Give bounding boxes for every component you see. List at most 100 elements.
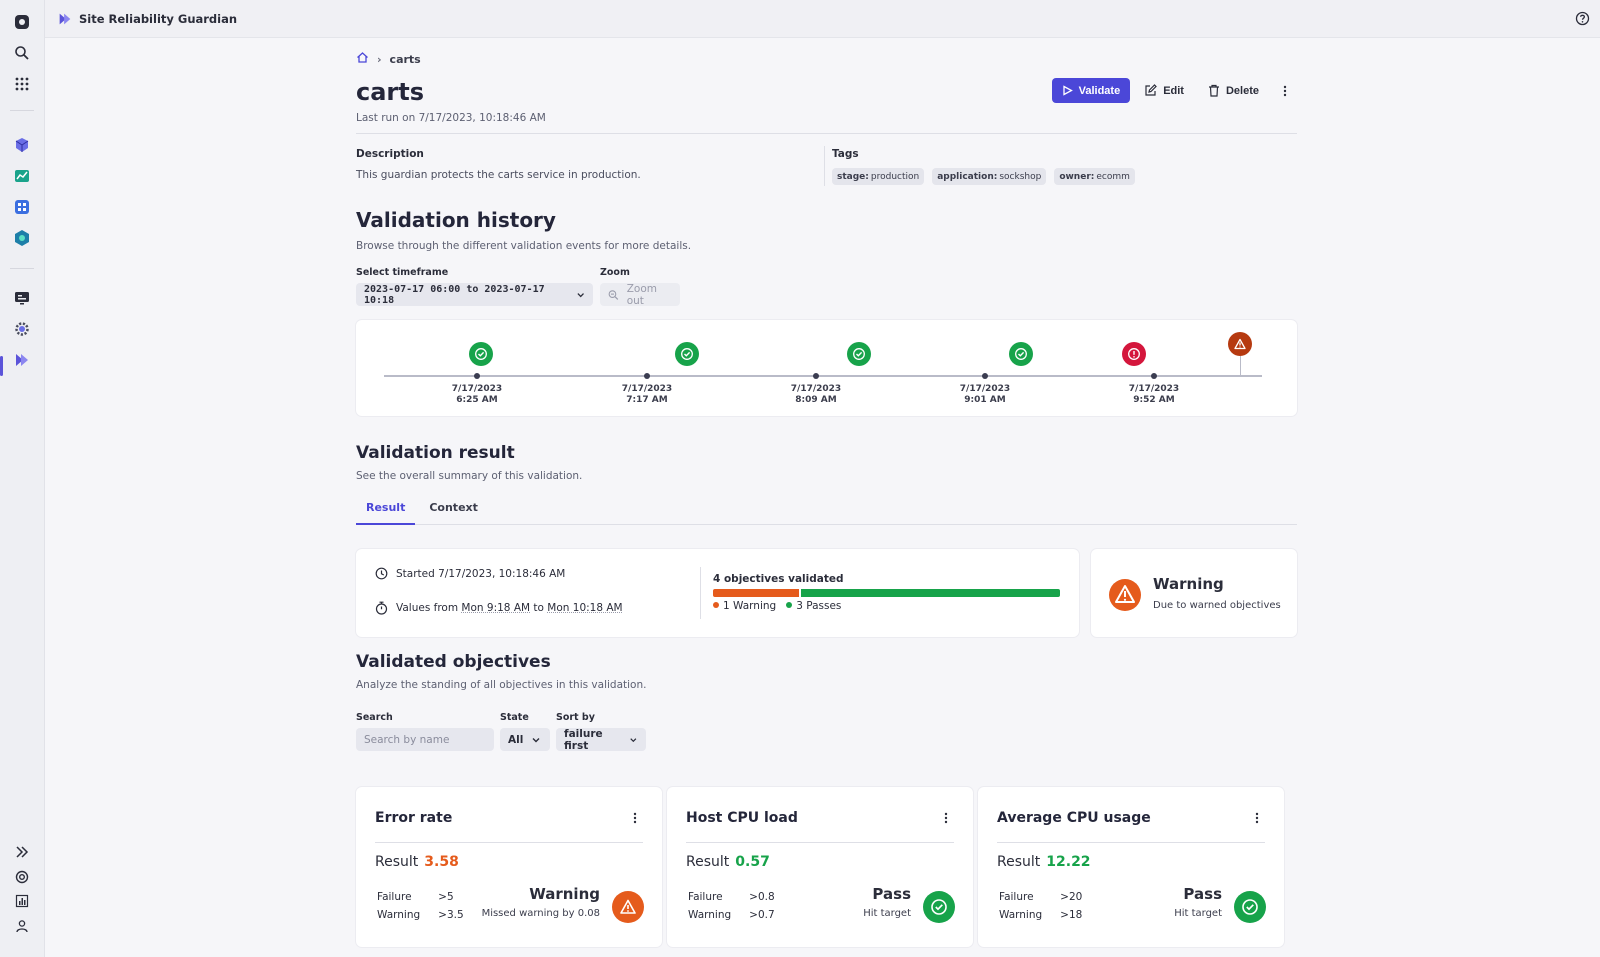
left-rail: [0, 0, 45, 957]
zoom-out-button[interactable]: Zoom out: [600, 283, 680, 307]
objective-thresholds: Failure >0.8 Warning >0.7: [686, 887, 793, 925]
objective-more-icon[interactable]: [938, 809, 954, 827]
support-lifebuoy-icon[interactable]: [11, 866, 33, 888]
validate-button[interactable]: Validate: [1051, 78, 1131, 103]
state-subtitle: Hit target: [1174, 908, 1222, 919]
cube-app-icon[interactable]: [11, 134, 33, 156]
rail-divider: [10, 110, 34, 111]
edit-icon: [1145, 84, 1158, 96]
state-label: State: [500, 712, 529, 723]
delete-button[interactable]: Delete: [1198, 78, 1269, 103]
timeline-time: 8:09 AM: [795, 395, 837, 405]
objective-result: Result 12.22: [997, 854, 1091, 870]
objective-divider: [997, 842, 1265, 843]
tab-context[interactable]: Context: [429, 501, 478, 514]
timeline-pass-icon[interactable]: [847, 342, 871, 366]
trash-icon: [1208, 84, 1219, 97]
stopwatch-icon: [375, 601, 388, 615]
search-icon[interactable]: [11, 42, 33, 64]
tags-label: Tags: [832, 148, 859, 160]
page-actions: Validate Edit Delete: [1051, 78, 1297, 103]
objective-state: Pass Hit target: [1174, 885, 1222, 919]
settings-gear-icon[interactable]: [11, 318, 33, 340]
objective-more-icon[interactable]: [1249, 809, 1265, 827]
sort-select[interactable]: failure first: [556, 728, 646, 752]
objective-card[interactable]: Error rate Result 3.58 Failure >5 Warning >3.5…: [356, 787, 662, 947]
description-text: This guardian protects the carts service…: [356, 169, 641, 181]
check-circle-icon: [1234, 891, 1266, 923]
values-from[interactable]: Mon 9:18 AM: [461, 602, 531, 614]
tag-value: ecomm: [1096, 171, 1130, 182]
kubernetes-app-icon[interactable]: [11, 227, 33, 249]
values-row: Values from Mon 9:18 AM to Mon 10:18 AM: [375, 601, 623, 615]
validation-timeline: 7/17/2023 6:25 AM 7/17/2023 7:17 AM 7/17/202…: [356, 320, 1297, 416]
values-to[interactable]: Mon 10:18 AM: [547, 602, 623, 614]
objective-card[interactable]: Average CPU usage Result 12.22 Failure >20 Wa…: [978, 787, 1284, 947]
failure-label: Failure: [377, 891, 412, 903]
usage-chart-icon[interactable]: [11, 890, 33, 912]
tag[interactable]: application: sockshop: [932, 168, 1047, 185]
started-text: Started 7/17/2023, 10:18:46 AM: [396, 567, 566, 580]
objective-state: Warning Missed warning by 0.08: [482, 885, 600, 919]
state-subtitle: Missed warning by 0.08: [481, 908, 600, 919]
tag[interactable]: owner: ecomm: [1054, 168, 1135, 185]
timeline-current-stem: [1240, 356, 1241, 376]
timeline-fail-icon[interactable]: [1122, 342, 1146, 366]
timeline-label: 7/17/2023 9:52 AM: [1119, 384, 1189, 406]
timeline-pass-icon[interactable]: [675, 342, 699, 366]
validation-history-subtitle: Browse through the different validation …: [356, 240, 692, 252]
objective-more-icon[interactable]: [627, 809, 643, 827]
tag-key: owner:: [1059, 171, 1095, 182]
site-reliability-guardian-app-icon[interactable]: [11, 349, 33, 371]
warning-label: Warning: [688, 909, 732, 921]
values-to-word: to: [533, 602, 544, 614]
dashboard-app-icon[interactable]: [11, 165, 33, 187]
tag[interactable]: stage: production: [832, 168, 925, 185]
dynatrace-logo-icon[interactable]: [11, 11, 33, 33]
state-select[interactable]: All: [500, 728, 550, 751]
edit-button[interactable]: Edit: [1134, 78, 1194, 103]
validation-summary-card: Started 7/17/2023, 10:18:46 AM Values fr…: [356, 549, 1079, 637]
expand-chevrons-icon[interactable]: [11, 841, 33, 863]
timeline-label: 7/17/2023 8:09 AM: [781, 384, 851, 406]
objective-name: Host CPU load: [686, 810, 798, 826]
overall-status-title: Warning: [1153, 575, 1224, 593]
home-icon[interactable]: [356, 51, 369, 67]
timeline-pass-icon[interactable]: [469, 342, 493, 366]
timeline-warning-icon[interactable]: [1228, 332, 1252, 356]
objective-name: Average CPU usage: [997, 810, 1151, 826]
timeline-point[interactable]: [1151, 373, 1157, 379]
objective-card[interactable]: Host CPU load Result 0.57 Failure >0.8 Warnin…: [667, 787, 973, 947]
user-profile-icon[interactable]: [11, 915, 33, 937]
objective-result: Result 3.58: [375, 854, 459, 870]
search-input[interactable]: Search by name: [356, 728, 494, 751]
clock-icon: [375, 567, 388, 580]
objective-name: Error rate: [375, 810, 453, 826]
timeline-point[interactable]: [813, 373, 819, 379]
failure-label: Failure: [688, 891, 723, 903]
timeframe-value: 2023-07-17 06:00 to 2023-07-17 10:18: [364, 283, 545, 306]
timeline-point[interactable]: [982, 373, 988, 379]
timeline-point[interactable]: [474, 373, 480, 379]
objectives-validated-text: 4 objectives validated: [713, 573, 844, 585]
legend-pass-label: 3 Passes: [796, 600, 842, 612]
result-label: Result: [997, 854, 1041, 870]
timeline-pass-icon[interactable]: [1009, 342, 1033, 366]
timeline-point[interactable]: [644, 373, 650, 379]
tab-result[interactable]: Result: [356, 501, 416, 525]
result-label: Result: [375, 854, 419, 870]
apps-grid-icon[interactable]: [11, 73, 33, 95]
notebook-app-icon[interactable]: [11, 196, 33, 218]
objective-thresholds: Failure >20 Warning >18: [997, 887, 1100, 925]
timeframe-select[interactable]: 2023-07-17 06:00 to 2023-07-17 10:18: [356, 283, 593, 306]
summary-divider: [700, 567, 701, 619]
monitor-app-icon[interactable]: [11, 287, 33, 309]
sort-label: Sort by: [556, 712, 595, 723]
help-icon[interactable]: [1575, 11, 1590, 29]
more-actions-icon[interactable]: [1273, 78, 1297, 103]
rail-divider: [10, 268, 34, 269]
objective-divider: [375, 842, 643, 843]
description-label: Description: [356, 148, 424, 160]
breadcrumb-current[interactable]: carts: [389, 52, 421, 66]
failure-threshold: >0.8: [749, 891, 775, 903]
